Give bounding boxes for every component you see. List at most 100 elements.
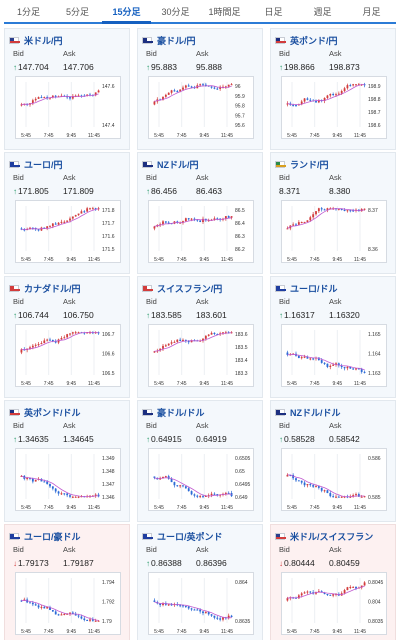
x-tick-label: 9:45 [66, 257, 76, 263]
moving-average-line [154, 332, 232, 352]
tab-timeframe[interactable]: 月足 [362, 7, 381, 17]
candle-body [309, 591, 312, 593]
currency-card[interactable]: 豪ドル/円 Bid Ask ↑95.883 95.888 96 95.9 95.8 95.7 95… [137, 28, 263, 150]
mini-chart[interactable]: 1.349 1.348 1.347 1.346 5:45 7:45 9:45 11:45 [15, 448, 121, 511]
bid-label: Bid [13, 421, 24, 430]
currency-card[interactable]: スイスフラン/円 Bid Ask ↑183.585 183.601 183.6 183.5 1… [137, 276, 263, 398]
tab-timeframe[interactable]: 30分足 [161, 7, 190, 17]
candle-body [51, 339, 54, 342]
pair-name-link[interactable]: カナダドル/円 [24, 283, 81, 294]
currency-card[interactable]: 英ポンド/円 Bid Ask ↑198.866 198.873 198.9 198.8 198… [270, 28, 396, 150]
candle-body [54, 223, 57, 225]
candle-body [332, 496, 335, 498]
candle-body [343, 367, 346, 369]
candle-body [292, 474, 295, 479]
pair-name-link[interactable]: ユーロ/ドル [290, 283, 338, 294]
currency-card[interactable]: ユーロ/ドル Bid Ask ↑1.16317 1.16320 1.165 1.164 1.1… [270, 276, 396, 398]
candle-body [295, 478, 297, 481]
mini-chart[interactable]: 106.7 106.6 106.5 5:45 7:45 9:45 11:45 [15, 324, 121, 387]
currency-card[interactable]: 米ドル/スイスフラン Bid Ask ↓0.80444 0.80459 0.8045 0.8… [270, 524, 396, 640]
x-tick-label: 5:45 [154, 133, 164, 139]
ask-value: 86.463 [196, 186, 222, 196]
pair-name-link[interactable]: 豪ドル/ドル [157, 407, 205, 418]
candle-body [224, 492, 227, 494]
mini-chart[interactable]: 96 95.9 95.8 95.7 95.6 5:45 7:45 9:45 11:45 [148, 76, 254, 139]
x-tick-label: 7:45 [44, 629, 54, 635]
tab-timeframe[interactable]: 15分足 [102, 2, 151, 24]
candle-body [295, 224, 297, 226]
currency-card[interactable]: カナダドル/円 Bid Ask ↑106.744 106.750 106.7 106.6 10… [4, 276, 130, 398]
pair-name-link[interactable]: 豪ドル/円 [157, 35, 196, 46]
currency-card[interactable]: NZドル/円 Bid Ask ↑86.456 86.463 86.5 86.4 86.3 86.… [137, 152, 263, 274]
currency-card[interactable]: 豪ドル/ドル Bid Ask ↑0.64915 0.64919 0.6505 0.65 0.6… [137, 400, 263, 522]
candle-body [190, 86, 193, 88]
ask-label: Ask [63, 297, 76, 306]
candle-body [86, 620, 89, 622]
x-tick-label: 11:45 [221, 257, 233, 263]
tab-timeframe[interactable]: 1分足 [16, 7, 40, 17]
mini-chart[interactable]: 0.864 0.8635 5:45 7:45 9:45 11:45 [148, 572, 254, 635]
mini-chart[interactable]: 1.165 1.164 1.163 5:45 7:45 9:45 11:45 [281, 324, 387, 387]
mini-chart[interactable]: 0.8045 0.804 0.8035 5:45 7:45 9:45 11:45 [281, 572, 387, 635]
pair-name-link[interactable]: 英ポンド/ドル [24, 407, 81, 418]
y-tick-label: 0.8045 [368, 580, 384, 586]
pair-name-link[interactable]: ランド/円 [290, 159, 329, 170]
candle-body [306, 98, 309, 100]
candle-body [182, 339, 184, 341]
tab-timeframe[interactable]: 週足 [313, 7, 332, 17]
pair-name-link[interactable]: NZドル/円 [157, 159, 199, 170]
candle-body [29, 602, 31, 604]
mini-chart[interactable]: 0.586 0.585 5:45 7:45 9:45 11:45 [281, 448, 387, 511]
x-tick-label: 9:45 [66, 133, 76, 139]
candle-body [74, 215, 77, 217]
mini-chart[interactable]: 183.6 183.5 183.4 183.3 5:45 7:45 9:45 11:45 [148, 324, 254, 387]
card-header: NZドル/円 [142, 158, 199, 170]
candle-body [34, 604, 37, 606]
pair-name-link[interactable]: 英ポンド/円 [290, 35, 338, 46]
currency-card[interactable]: ユーロ/豪ドル Bid Ask ↓1.79173 1.79187 1.794 1.792 1.… [4, 524, 130, 640]
mini-chart[interactable]: 171.8 171.7 171.6 171.5 5:45 7:45 9:45 11:45 [15, 200, 121, 263]
mini-chart[interactable]: 147.6 147.4 5:45 7:45 9:45 11:45 [15, 76, 121, 139]
candle-body [51, 486, 54, 489]
candle-body [66, 220, 69, 222]
currency-card[interactable]: ユーロ/円 Bid Ask ↑171.805 171.809 171.8 171.7 171.… [4, 152, 130, 274]
pair-name-link[interactable]: NZドル/ドル [290, 407, 341, 418]
currency-card[interactable]: ユーロ/英ポンド Bid Ask ↑0.86388 0.86396 0.864 0.8635… [137, 524, 263, 640]
tab-timeframe[interactable]: 1時間足 [208, 7, 241, 17]
candle-body [57, 491, 60, 494]
mini-chart[interactable]: 1.794 1.792 1.79 5:45 7:45 9:45 11:45 [15, 572, 121, 635]
candle-body [182, 87, 184, 90]
pair-name-link[interactable]: スイスフラン/円 [157, 283, 223, 294]
tab-timeframe[interactable]: 日足 [264, 7, 283, 17]
candle-body [320, 208, 323, 210]
ask-label: Ask [196, 421, 209, 430]
mini-chart[interactable]: 86.5 86.4 86.3 86.2 5:45 7:45 9:45 11:45 [148, 200, 254, 263]
candle-body [204, 612, 207, 614]
candle-body [164, 476, 167, 478]
x-tick-label: 11:45 [354, 505, 366, 511]
mini-chart[interactable]: 198.9 198.8 198.7 198.6 5:45 7:45 9:45 11:45 [281, 76, 387, 139]
currency-card[interactable]: 米ドル/円 Bid Ask ↑147.704 147.706 147.6 147.4 5:45… [4, 28, 130, 150]
pair-name-link[interactable]: ユーロ/円 [24, 159, 63, 170]
currency-card[interactable]: 英ポンド/ドル Bid Ask ↑1.34635 1.34645 1.349 1.348 1.… [4, 400, 130, 522]
pair-name-link[interactable]: 米ドル/円 [24, 35, 63, 46]
ask-label: Ask [329, 421, 342, 430]
pair-name-link[interactable]: 米ドル/スイスフラン [290, 531, 374, 542]
candle-body [193, 609, 196, 611]
candle-body [300, 221, 303, 223]
x-tick-label: 11:45 [88, 505, 100, 511]
y-tick-label: 106.5 [102, 371, 115, 377]
currency-card[interactable]: ランド/円 Bid Ask 8.371 8.380 8.37 8.36 5:45 7:45 9:4… [270, 152, 396, 274]
candle-body [173, 341, 176, 343]
currency-card[interactable]: NZドル/ドル Bid Ask ↑0.58528 0.58542 0.586 0.585 5:… [270, 400, 396, 522]
ask-price: 147.706 [63, 62, 94, 72]
mini-chart[interactable]: 8.37 8.36 5:45 7:45 9:45 11:45 [281, 200, 387, 263]
candle-body [57, 222, 60, 225]
candle-body [54, 341, 57, 343]
candle-body [26, 477, 29, 479]
pair-name-link[interactable]: ユーロ/豪ドル [24, 531, 81, 542]
mini-chart[interactable]: 0.6505 0.65 0.6495 0.649 5:45 7:45 9:45 11:45 [148, 448, 254, 511]
card-header: ユーロ/英ポンド [142, 530, 223, 542]
pair-name-link[interactable]: ユーロ/英ポンド [157, 531, 223, 542]
tab-timeframe[interactable]: 5分足 [65, 7, 89, 17]
